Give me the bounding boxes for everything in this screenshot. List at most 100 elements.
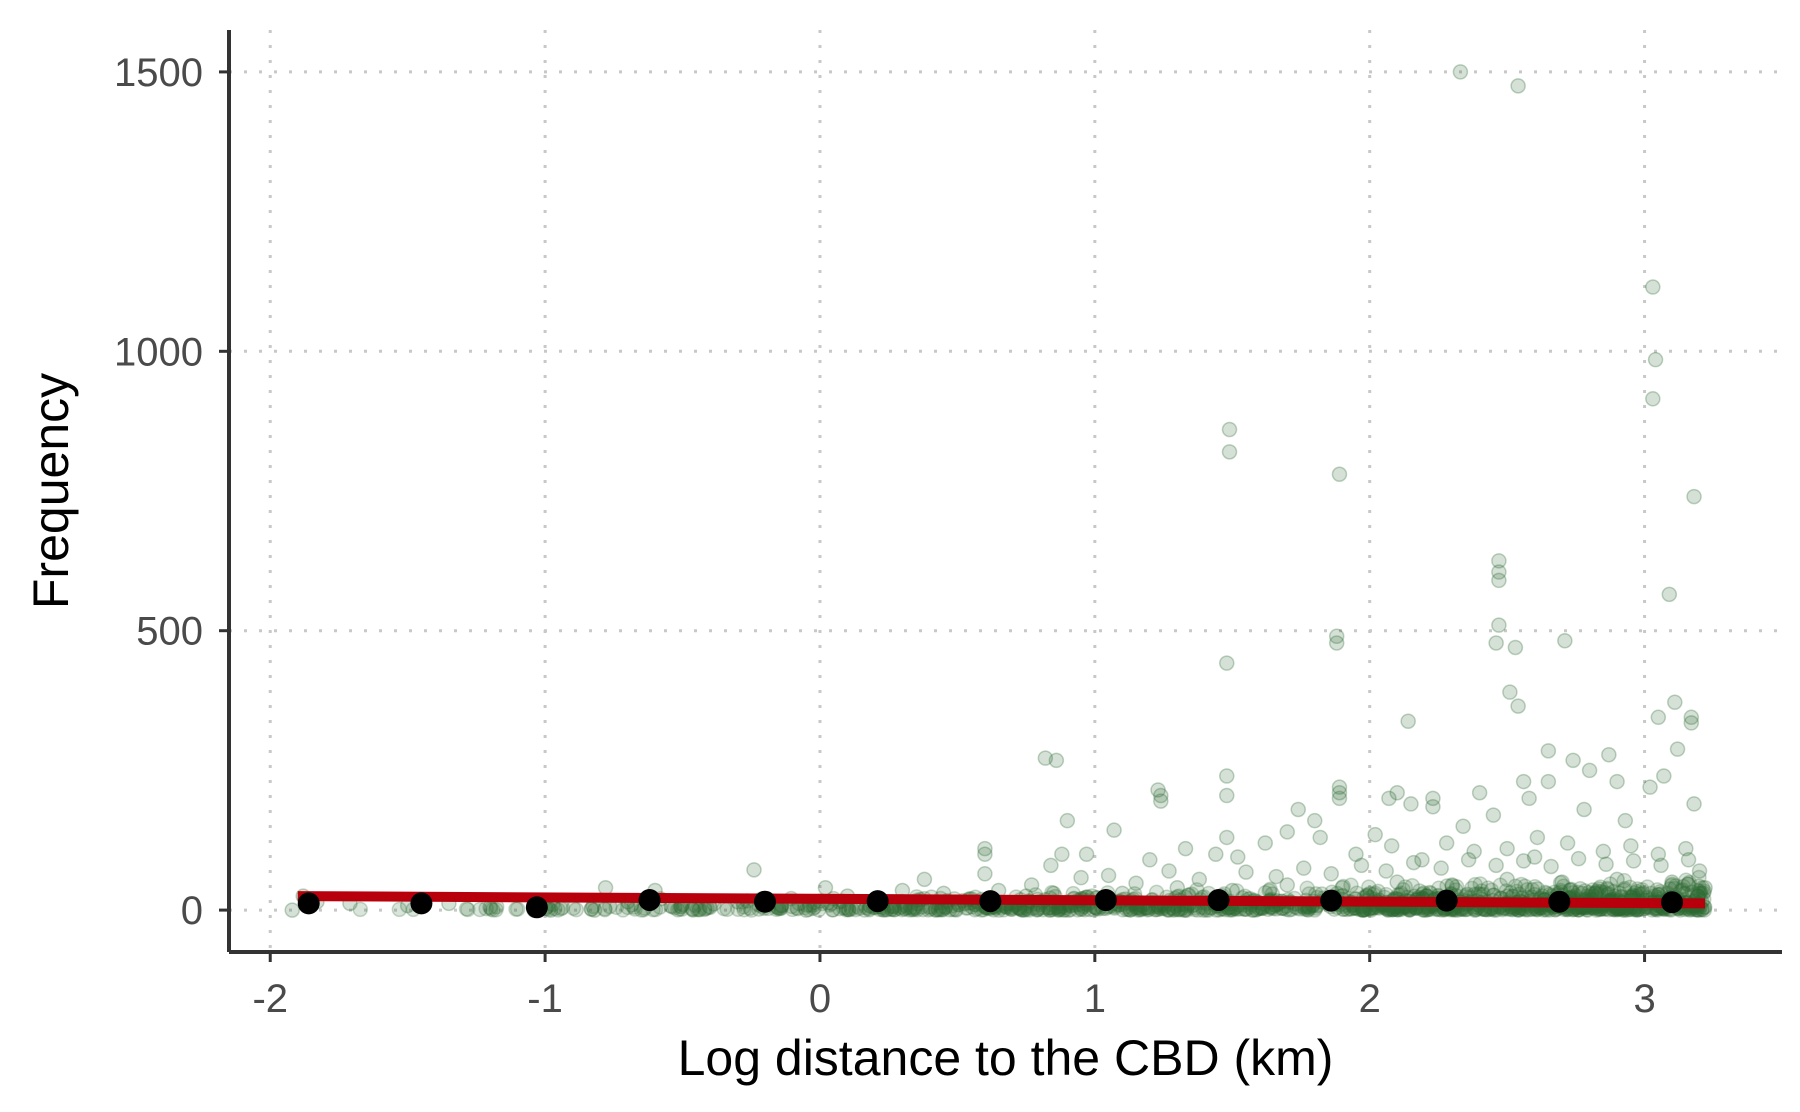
x-tick-label: 3 bbox=[1633, 977, 1655, 1021]
scatter-point bbox=[1331, 790, 1348, 807]
scatter-point bbox=[1529, 829, 1546, 846]
scatter-point bbox=[1471, 784, 1488, 801]
scatter-point bbox=[1483, 882, 1500, 899]
scatter-point bbox=[1565, 752, 1581, 769]
binned-mean-point bbox=[1207, 889, 1230, 912]
scatter-point bbox=[1378, 863, 1394, 879]
scatter-point bbox=[716, 900, 732, 917]
scatter-point bbox=[1576, 801, 1592, 818]
gridlines bbox=[229, 30, 1782, 952]
scatter-point bbox=[1455, 818, 1471, 835]
scatter-point bbox=[568, 901, 584, 918]
scatter-point bbox=[1100, 867, 1117, 884]
scatter-point bbox=[509, 901, 526, 917]
scatter-point bbox=[1592, 879, 1609, 895]
scatter-point bbox=[1642, 779, 1658, 795]
scatter-point bbox=[1678, 840, 1694, 857]
scatter-point bbox=[1142, 852, 1158, 868]
scatter-point bbox=[1491, 617, 1507, 633]
scatter-point bbox=[1328, 635, 1345, 651]
scatter-point bbox=[1238, 864, 1254, 880]
scatter-point bbox=[1448, 879, 1465, 895]
scatter-point bbox=[1153, 787, 1169, 804]
binned-mean-point bbox=[753, 890, 776, 913]
x-tick-label: 2 bbox=[1359, 977, 1381, 1021]
scatter-point bbox=[1488, 857, 1504, 874]
scatter-point bbox=[460, 901, 476, 918]
scatter-point bbox=[1507, 639, 1524, 656]
scatter-point bbox=[817, 879, 834, 896]
scatter-point bbox=[1557, 633, 1573, 649]
scatter-point bbox=[1343, 877, 1359, 894]
scatter-point bbox=[1153, 793, 1169, 809]
scatter-point bbox=[586, 902, 603, 918]
scatter-point bbox=[1348, 846, 1364, 862]
scatter-point bbox=[1331, 779, 1348, 795]
scatter-point bbox=[1645, 279, 1661, 295]
scatter-point bbox=[1521, 790, 1537, 807]
scatter-point bbox=[1572, 880, 1588, 897]
scatter-point bbox=[1543, 858, 1559, 875]
scatter-point bbox=[1403, 796, 1419, 812]
axes bbox=[219, 30, 1782, 962]
x-tick-label: 1 bbox=[1084, 977, 1106, 1021]
scatter-point bbox=[1499, 871, 1515, 888]
scatter-point bbox=[1563, 881, 1580, 898]
scatter-point bbox=[482, 899, 498, 916]
scatter-point bbox=[1221, 444, 1238, 460]
scatter-point bbox=[1452, 64, 1469, 80]
binned-mean-point bbox=[525, 896, 548, 919]
scatter-point bbox=[1463, 880, 1480, 897]
scatter-point bbox=[1381, 790, 1397, 807]
scatter-point bbox=[1472, 876, 1489, 892]
scatter-point bbox=[1622, 879, 1638, 896]
scatter-point bbox=[1491, 572, 1507, 589]
scatter-point bbox=[1540, 773, 1557, 790]
scatter-point bbox=[1499, 840, 1515, 857]
scatter-point bbox=[1598, 856, 1614, 873]
scatter-point bbox=[1674, 882, 1691, 898]
scatter-point bbox=[1219, 655, 1235, 671]
scatter-point bbox=[1299, 880, 1315, 897]
scatter-point bbox=[1554, 874, 1570, 890]
scatter-point bbox=[1361, 879, 1377, 895]
scatter-point bbox=[550, 902, 566, 918]
scatter-point bbox=[284, 902, 300, 918]
binned-mean-point bbox=[1548, 890, 1571, 913]
scatter-point bbox=[1629, 881, 1646, 897]
scatter-point bbox=[352, 901, 369, 918]
scatter-point bbox=[1480, 880, 1496, 896]
scatter-point bbox=[1078, 846, 1095, 862]
scatter-point bbox=[746, 862, 762, 878]
scatter-point bbox=[1664, 874, 1680, 890]
scatter-point bbox=[1595, 843, 1612, 860]
scatter-point bbox=[391, 901, 408, 918]
scatter-point bbox=[1513, 876, 1530, 893]
scatter-point bbox=[1043, 857, 1059, 874]
scatter-point bbox=[1128, 875, 1144, 892]
scatter-point bbox=[1529, 881, 1546, 897]
y-tick-label: 1000 bbox=[114, 330, 203, 374]
scatter-point bbox=[488, 902, 504, 918]
scatter-point bbox=[1616, 882, 1632, 898]
scatter-point bbox=[1675, 878, 1692, 895]
scatter-point bbox=[1460, 852, 1477, 868]
y-axis-title: Frequency bbox=[23, 373, 79, 609]
scatter-point bbox=[1150, 782, 1166, 798]
scatter-point bbox=[1400, 713, 1416, 729]
scatter-point bbox=[1331, 466, 1348, 482]
scatter-point bbox=[1609, 871, 1625, 888]
scatter-point bbox=[1678, 872, 1694, 888]
scatter-point bbox=[1219, 829, 1235, 846]
scatter-point bbox=[1625, 853, 1642, 869]
scatter-point bbox=[1591, 881, 1607, 897]
scatter-point bbox=[485, 902, 501, 918]
scatter-point bbox=[1683, 709, 1700, 726]
scatter-point bbox=[1524, 881, 1541, 898]
scatter-point bbox=[977, 840, 993, 857]
scatter-point bbox=[1519, 882, 1535, 898]
scatter-point bbox=[1650, 709, 1667, 726]
x-tick-label: -1 bbox=[527, 977, 563, 1021]
scatter-point bbox=[1515, 853, 1532, 869]
